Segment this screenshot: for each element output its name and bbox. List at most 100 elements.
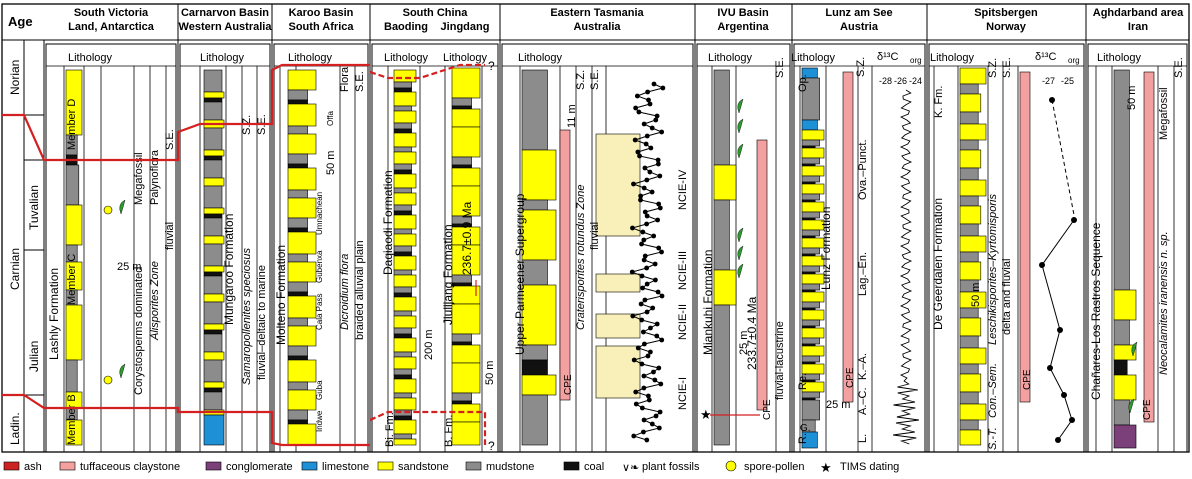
isotope-point [639,405,645,411]
layer-sandstone [393,214,417,230]
spits-se: S.E. [1001,57,1013,78]
china-baoding-column [393,69,417,446]
karoo-scale: 50 m [325,151,337,175]
legend-swatch-ash [3,461,20,471]
layer-coal [451,341,472,346]
isotope-point [644,281,650,287]
isotope-point [649,421,655,427]
isotope-point [655,161,661,167]
layer-sandstone [451,126,481,158]
layer-sandstone [801,183,825,195]
layer-mudstone [393,351,412,358]
ivu-age: 233.7±0.4 Ma [745,296,759,370]
layer-mudstone [393,327,412,335]
plant-fossil-icon [737,98,744,114]
isotope-point [631,181,636,187]
spits-isotope-point [1049,97,1055,103]
layer-mudstone [287,153,308,165]
layer-sandstone [451,108,481,128]
isotope-point [639,317,645,323]
layer-mudstone [801,157,820,165]
layer-coal [393,87,412,93]
layer-coal [203,213,223,219]
layer-sandstone [801,309,825,321]
isotope-point [633,389,639,395]
isotope-point [637,153,642,159]
china-scale-200: 200 m [423,329,435,360]
layer-mudstone [203,275,223,295]
isotope-point [645,89,651,95]
layer-sandstone [451,244,481,276]
layer-coal [801,163,816,167]
isotope-point [638,301,644,307]
china-b-fm: B. Fm. [443,415,455,447]
layer-sandstone [959,179,987,197]
isotope-point [659,249,664,255]
isotope-point [657,409,663,415]
layer-mudstone [451,333,472,343]
isotope-point [654,333,660,339]
antarctica-member-b: Member B [66,394,78,445]
layer-sandstone [451,185,481,217]
spitsbergen-labels: Lithology S.Z. S.E. K. Fm. De Geerdalen … [930,51,1080,450]
isotope-point [645,393,651,399]
isotope-point [648,145,654,151]
layer-mudstone [393,368,412,376]
layer-coal [451,105,472,110]
layer-coal [451,164,472,169]
isotope-point [641,373,647,379]
layer-mudstone [801,399,820,421]
layer-conglomerate [1113,424,1137,449]
karoo-member-offa: Offa [326,110,335,126]
layer-sandstone [393,356,417,370]
spits-tick-25: -25 [1061,76,1074,86]
layer-coal [393,210,412,216]
layer-coal [287,419,308,425]
aghdarband-labels: Lithology Megafossil S.E. Chañares-Los R… [1089,52,1185,420]
karoo-member-guba: Guba [315,380,324,400]
isotope-point [636,109,642,115]
layer-sandstone [287,103,317,127]
tasmania-lithology-column [521,69,557,446]
isotope-point [641,429,646,435]
layer-coal [287,291,308,297]
lunz-cpe: CPE [845,367,856,388]
layer-sandstone [287,231,317,255]
karoo-env: braided alluvial plain [354,240,366,340]
layer-sandstone [287,295,317,319]
layer-mudstone [521,69,548,151]
antarctica-corystosperms: Corystosperms dominated [133,267,145,395]
legend-swatch-conglomerate [205,461,222,471]
lunz-isotope-curve [893,89,919,445]
isotope-point [642,253,648,259]
layer-mudstone [959,363,979,375]
antarctica-labels: Lithology Lashly Formation Member D Memb… [47,52,176,445]
antarctica-se: S.E. [164,129,176,150]
lunz-r: R. [797,433,809,444]
spore-pollen-icon [103,205,113,215]
plant-fossil-icon [737,227,744,243]
isotope-point [644,213,650,219]
legend-swatch-mudstone [465,461,482,471]
isotope-point [656,365,662,371]
layer-coal [801,145,816,149]
spits-isotope-point [1057,327,1063,333]
china-q-top: ? [488,59,495,73]
lunz-zone-ka: K.–A. [857,353,869,380]
cpe-bar [842,71,854,403]
age-header: Age [8,14,33,29]
layer-sandstone [393,296,417,312]
title-antarctica-1: South Victoria [74,7,149,19]
isotope-point [656,201,662,207]
layer-mudstone [203,127,223,151]
layer-sandstone [203,351,225,361]
column-frame [793,43,926,453]
layer-sandstone [451,403,481,423]
layer-mudstone [203,159,223,179]
layer-sandstone [203,265,225,273]
antarctica-lithology: Lithology [68,52,113,64]
tasmania-lithology: Lithology [518,52,563,64]
plant-fossil-icon [737,245,744,261]
isotope-point [651,81,657,87]
layer-sandstone [203,381,225,389]
